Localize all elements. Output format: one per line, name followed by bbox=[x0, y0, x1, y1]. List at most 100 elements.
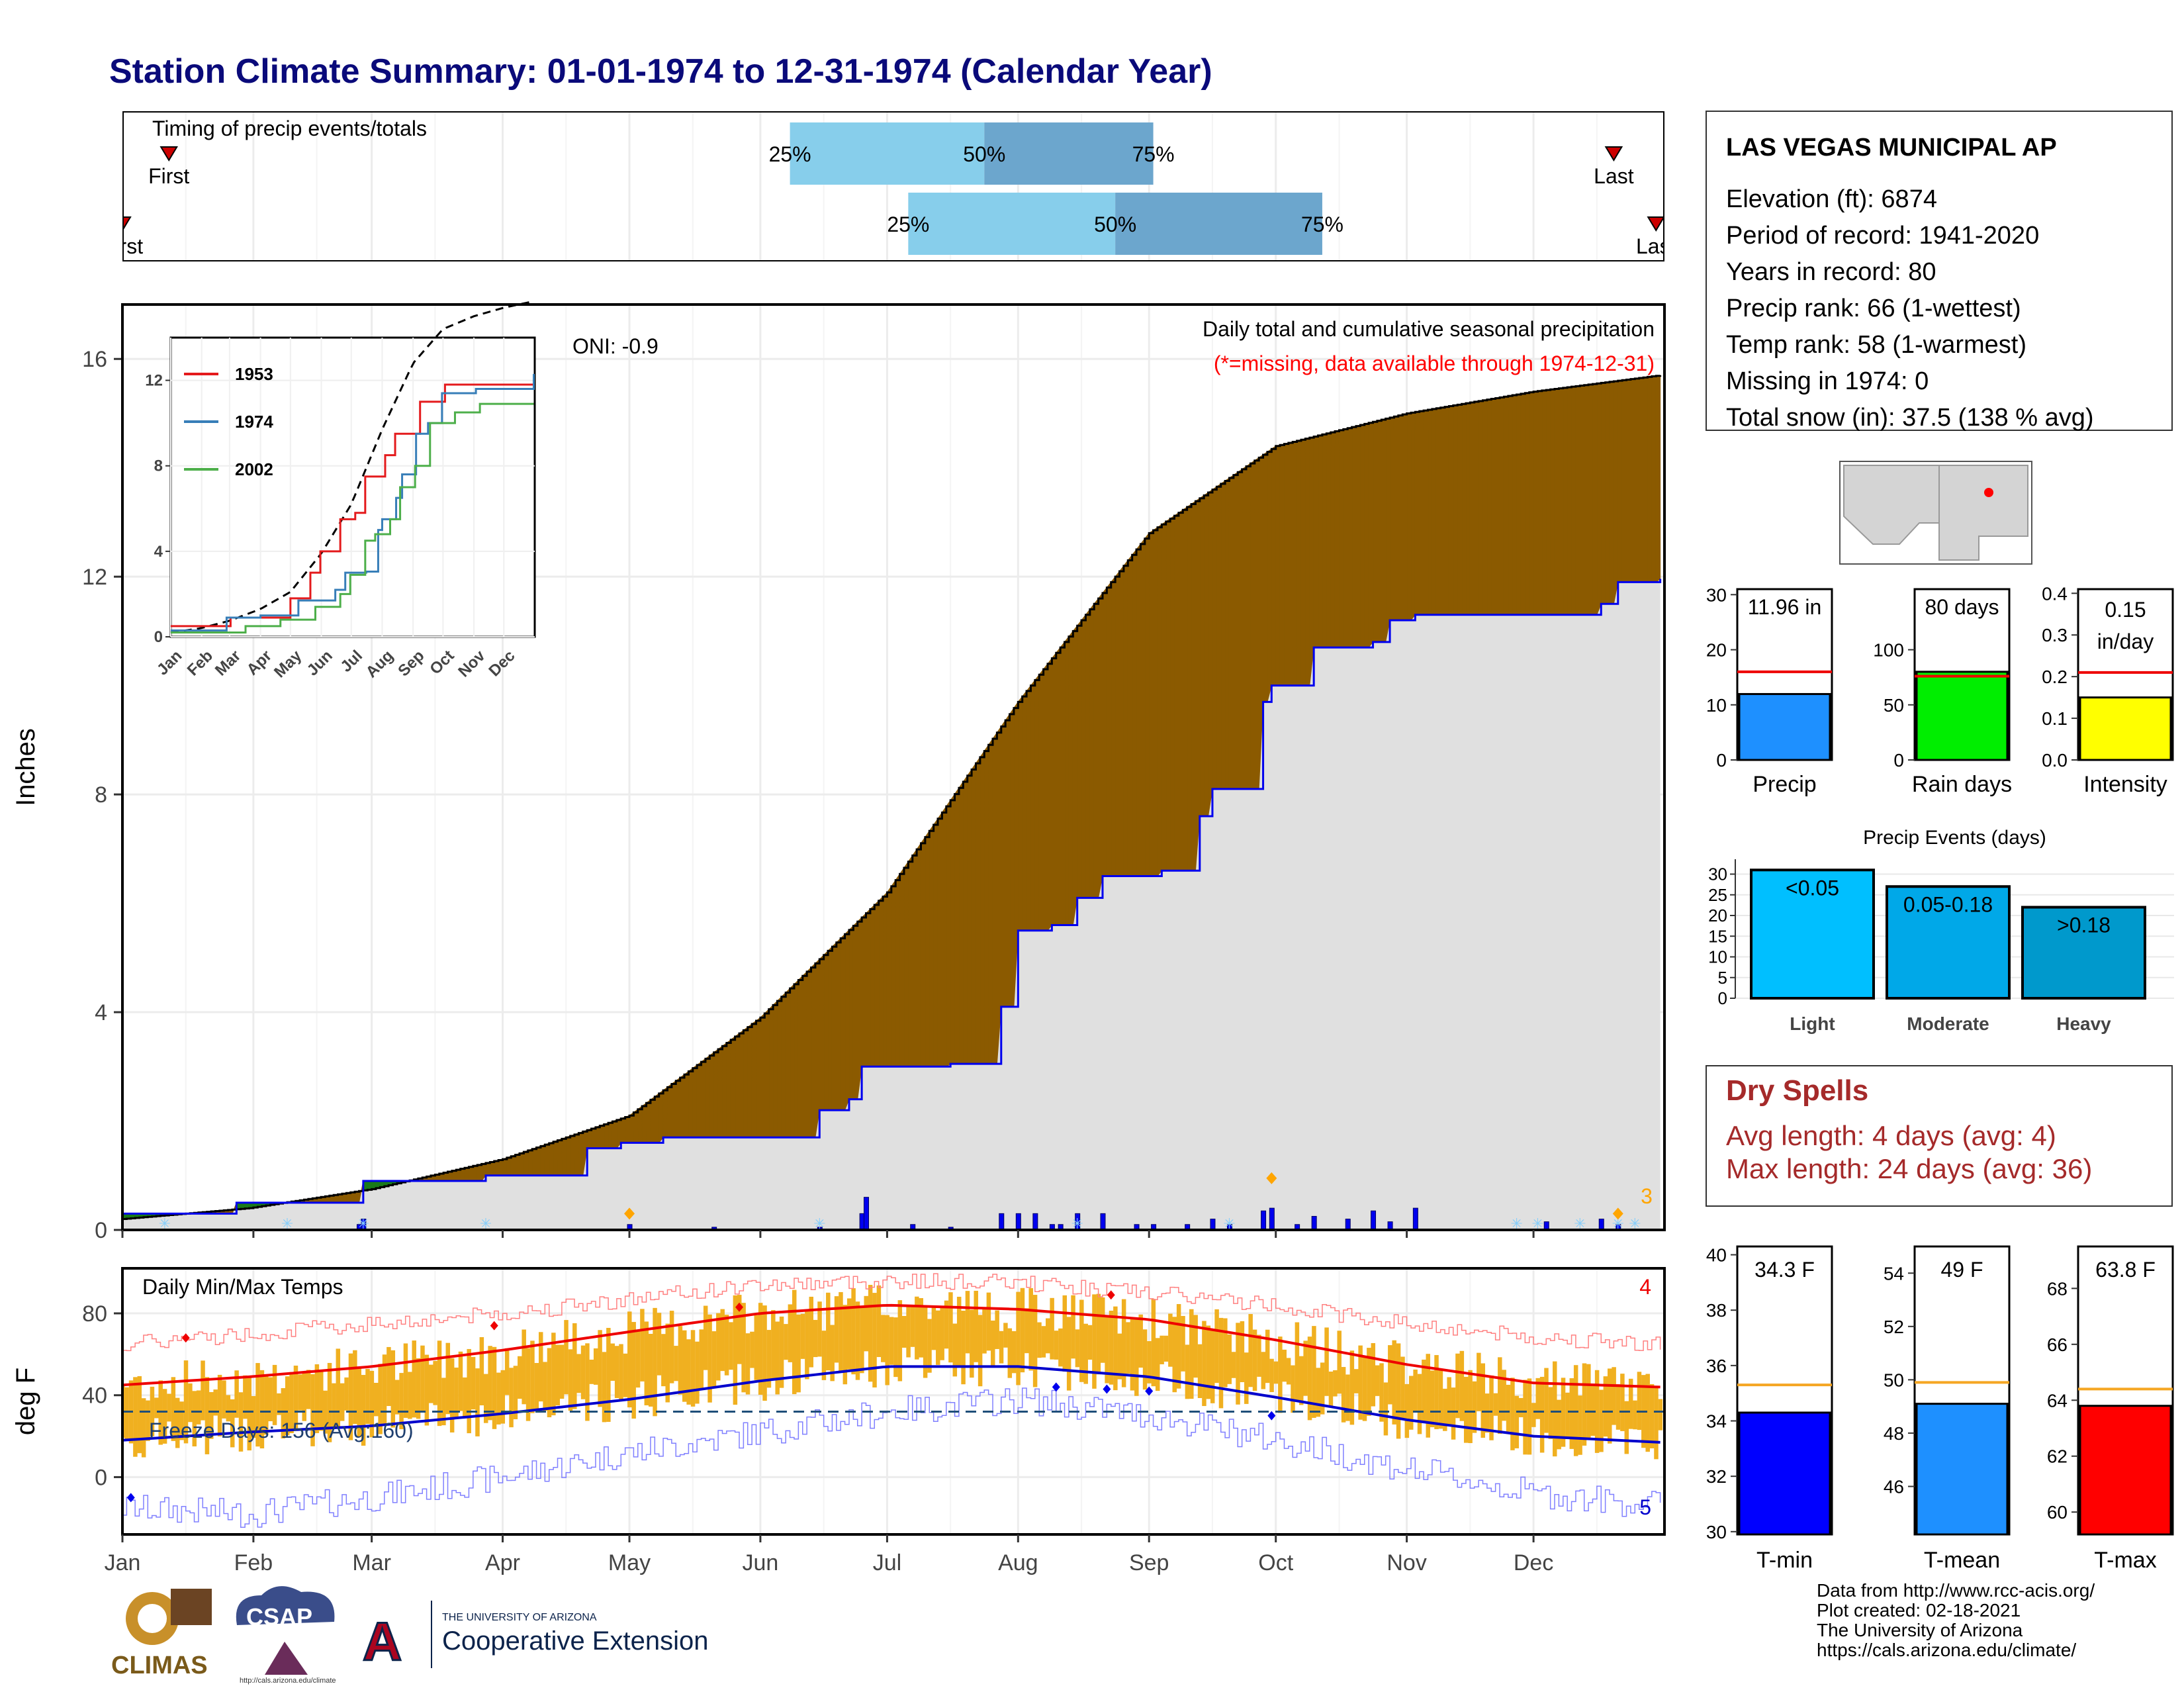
inset-month-label: May bbox=[271, 647, 306, 682]
inset-legend-label: 1974 bbox=[235, 412, 273, 432]
first-event-label: First bbox=[102, 234, 143, 258]
daily-temp-bar bbox=[483, 1374, 488, 1423]
daily-temp-bar bbox=[1218, 1317, 1224, 1409]
daily-temp-bar bbox=[357, 1368, 361, 1437]
normal-max-line bbox=[122, 1303, 1661, 1389]
timing-q50-label: 50% bbox=[1094, 212, 1136, 236]
daily-temp-bar bbox=[1054, 1331, 1059, 1360]
daily-temp-bar bbox=[183, 1360, 189, 1444]
inset-y-tick-label: 8 bbox=[154, 457, 163, 475]
daily-temp-bar bbox=[1523, 1380, 1527, 1455]
daily-temp-bar bbox=[171, 1377, 176, 1441]
daily-temp-bar bbox=[1265, 1329, 1270, 1383]
daily-temp-bar bbox=[1349, 1350, 1355, 1425]
daily-temp-bar bbox=[1240, 1321, 1245, 1382]
temp-bar-value bbox=[2079, 1405, 2172, 1536]
snow-marker: ✳ bbox=[1612, 1215, 1624, 1232]
precip-events-category: Light bbox=[1790, 1013, 1835, 1034]
summary-bar-tick-label: 0.0 bbox=[2042, 750, 2068, 771]
daily-temp-bar bbox=[1252, 1329, 1257, 1391]
daily-temp-bar bbox=[1189, 1309, 1194, 1399]
daily-temp-bar bbox=[369, 1370, 375, 1438]
temperature-panel: 0 40 80 deg F Daily Min/Max Temps Freeze Days… bbox=[11, 1267, 1666, 1575]
daily-temp-bar bbox=[762, 1305, 767, 1401]
daily-temp-bar bbox=[699, 1329, 704, 1389]
daily-temp-bar bbox=[323, 1390, 328, 1434]
temp-bar-value bbox=[1915, 1403, 2009, 1536]
precip-events-bar bbox=[2021, 906, 2146, 1000]
daily-temp-bar bbox=[771, 1310, 776, 1379]
temp-bar-tick-label: 62 bbox=[2047, 1446, 2068, 1467]
month-label: Jun bbox=[743, 1550, 779, 1575]
daily-temp-bar bbox=[243, 1375, 248, 1419]
ua-logo: A THE UNIVERSITY OF ARIZONA Cooperative … bbox=[362, 1601, 708, 1673]
daily-temp-bar bbox=[720, 1309, 725, 1372]
daily-temp-bar bbox=[492, 1346, 497, 1429]
daily-temp-bar bbox=[1422, 1359, 1426, 1422]
daily-temp-bar bbox=[1163, 1335, 1169, 1362]
daily-temp-bar bbox=[441, 1378, 446, 1426]
daily-temp-bar bbox=[1210, 1330, 1215, 1403]
daily-temp-bar bbox=[881, 1315, 886, 1362]
daily-temp-bar bbox=[259, 1370, 265, 1449]
daily-temp-bar bbox=[1582, 1363, 1587, 1446]
daily-temp-bar bbox=[1176, 1304, 1181, 1389]
daily-temp-bar bbox=[374, 1382, 379, 1417]
inset-month-label: Dec bbox=[485, 647, 518, 680]
daily-temp-bar bbox=[230, 1399, 235, 1448]
daily-temp-bar bbox=[226, 1395, 231, 1422]
footer-line: The University of Arizona bbox=[1817, 1620, 2023, 1640]
month-label: Mar bbox=[352, 1550, 391, 1575]
last-event-marker bbox=[1647, 216, 1664, 232]
summary-bar-tick-label: 0.1 bbox=[2042, 708, 2068, 729]
daily-temp-bar bbox=[602, 1352, 607, 1423]
daily-temp-bar bbox=[1379, 1363, 1384, 1422]
snow-marker: ✳ bbox=[357, 1215, 369, 1232]
daily-temp-bar bbox=[175, 1397, 180, 1448]
inset-series-2002 bbox=[171, 402, 534, 634]
daily-temp-bar bbox=[1337, 1331, 1342, 1394]
inset-month-label: Feb bbox=[184, 647, 216, 679]
daily-temp-bar bbox=[686, 1339, 691, 1405]
temp-record-marker bbox=[1107, 1290, 1115, 1300]
daily-temp-bar bbox=[682, 1330, 687, 1402]
summary-bar-value bbox=[2079, 696, 2172, 761]
inset-month-label: Mar bbox=[212, 647, 244, 679]
daily-temp-bar bbox=[707, 1314, 712, 1403]
daily-temp-bar bbox=[1586, 1364, 1591, 1440]
events-y-tick-label: 15 bbox=[1708, 926, 1727, 946]
timing-bar-q25-q50 bbox=[908, 193, 1116, 255]
temp-record-marker bbox=[490, 1321, 498, 1331]
daily-temp-bar bbox=[1404, 1383, 1410, 1438]
temp-bar-tick-label: 64 bbox=[2047, 1390, 2068, 1411]
climas-logo: CLIMAS bbox=[111, 1589, 212, 1679]
inset-y-tick-label: 0 bbox=[154, 628, 163, 646]
temperature-plot-area bbox=[122, 1268, 1664, 1534]
daily-temp-bar bbox=[1236, 1323, 1240, 1405]
summary-bar-tick-label: 0 bbox=[1893, 750, 1904, 771]
daily-temp-bar bbox=[234, 1370, 239, 1418]
daily-temp-bar bbox=[1358, 1345, 1363, 1420]
daily-temp-bar bbox=[1484, 1393, 1490, 1433]
precip-panel-header: Daily total and cumulative seasonal prec… bbox=[1203, 317, 1655, 341]
month-label: Nov bbox=[1387, 1550, 1426, 1575]
daily-temp-bar bbox=[1628, 1378, 1633, 1429]
daily-temp-bar bbox=[864, 1295, 869, 1352]
daily-temp-bar bbox=[1620, 1374, 1625, 1431]
daily-temp-bar bbox=[412, 1340, 416, 1418]
station-info-line: Total snow (in): 37.5 (138 % avg) bbox=[1726, 404, 2094, 432]
summary-bar-tick-label: 0.3 bbox=[2042, 625, 2068, 645]
daily-temp-bar bbox=[137, 1376, 142, 1454]
daily-temp-bar bbox=[408, 1372, 412, 1419]
daily-temp-bar bbox=[1565, 1392, 1570, 1439]
daily-temp-bar bbox=[1121, 1299, 1126, 1387]
daily-temp-bar bbox=[796, 1314, 801, 1393]
daily-temp-bar bbox=[1637, 1372, 1642, 1430]
y-tick-label: 16 bbox=[82, 347, 107, 372]
daily-temp-bar bbox=[1561, 1378, 1566, 1447]
daily-temp-bar bbox=[784, 1324, 788, 1360]
daily-temp-bar bbox=[1459, 1350, 1465, 1421]
daily-precip-bar bbox=[1345, 1219, 1351, 1231]
daily-temp-bar bbox=[1109, 1311, 1114, 1385]
inset-avg-line bbox=[170, 300, 534, 634]
